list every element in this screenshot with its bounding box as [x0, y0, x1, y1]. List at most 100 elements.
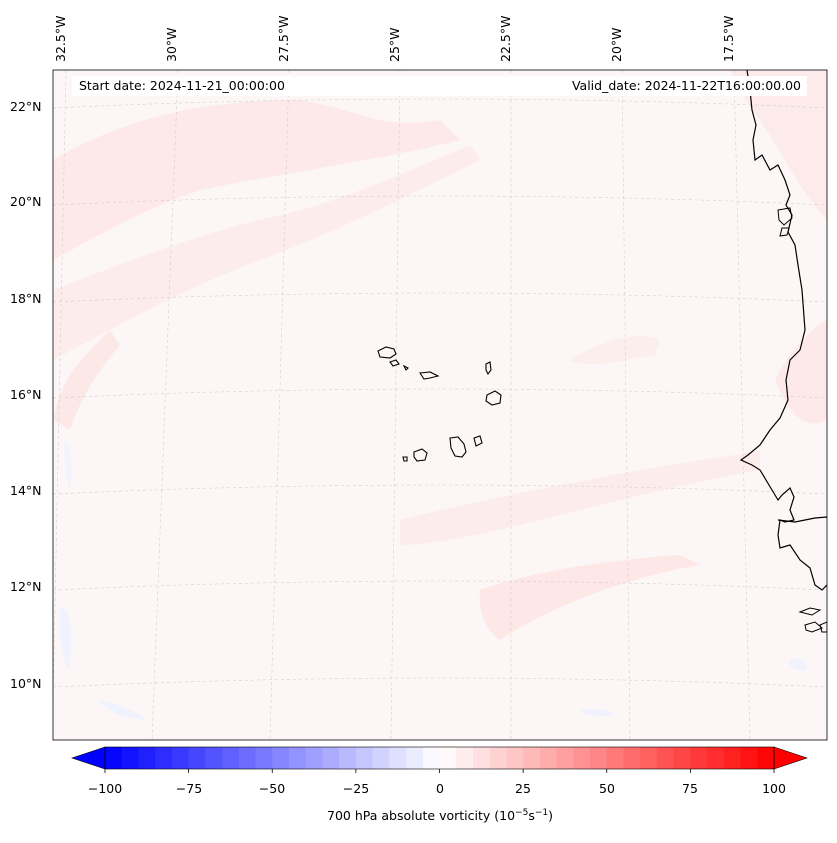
colorbar-segment [623, 747, 641, 769]
colorbar-extend-max [773, 746, 808, 770]
colorbar-segment [205, 747, 223, 769]
colorbar-tick: 0 [436, 781, 444, 796]
colorbar-segment [757, 747, 775, 769]
island-santiago [449, 436, 467, 458]
african-coastline [777, 207, 793, 237]
colorbar-segment [539, 747, 558, 769]
colorbar [71, 746, 808, 773]
colorbar-label-text: 700 hPa absolute vorticity (10 [326, 808, 516, 824]
colorbar-segment [305, 747, 323, 769]
colorbar-segment [406, 747, 424, 769]
lon-label: 32.5°W [53, 15, 68, 62]
colorbar-tick: −25 [342, 781, 370, 796]
header-strip [72, 76, 807, 96]
lon-label: 17.5°W [721, 15, 736, 62]
island-fogo [413, 448, 428, 462]
map-frame [52, 69, 828, 741]
vorticity-band [479, 555, 700, 640]
colorbar-segment [690, 747, 708, 769]
colorbar-segment [489, 747, 507, 769]
vorticity-band [730, 70, 827, 220]
lat-label: 20°N [10, 194, 42, 209]
colorbar-segment [138, 747, 156, 769]
colorbar-segment [573, 747, 591, 769]
colorbar-segment [322, 747, 340, 769]
colorbar-segment [590, 747, 608, 769]
vorticity-band [400, 450, 760, 545]
valid-date-label: Valid_date: 2024-11-22T16:00:00.00 [571, 78, 801, 93]
colorbar-label-unit: s [528, 808, 535, 824]
lon-label: 30°W [164, 27, 179, 62]
colorbar-segment [422, 747, 441, 769]
island-sal [485, 361, 492, 376]
colorbar-segment [656, 747, 675, 769]
colorbar-segment [121, 747, 139, 769]
lat-label: 12°N [10, 579, 42, 594]
colorbar-segment [556, 747, 574, 769]
faint-blue-patch [100, 700, 145, 720]
colorbar-tick: −50 [258, 781, 286, 796]
colorbar-segment [472, 747, 491, 769]
colorbar-segment [372, 747, 390, 769]
faint-blue-patch [789, 658, 807, 671]
colorbar-segment [456, 747, 474, 769]
vorticity-band [53, 145, 480, 360]
colorbar-segment [389, 747, 407, 769]
lat-label: 22°N [10, 99, 42, 114]
island-maio [473, 435, 483, 447]
colorbar-segment [288, 747, 307, 769]
colorbar-segment [606, 747, 624, 769]
faint-blue-patch [580, 709, 615, 716]
start-date-label: Start date: 2024-11-21_00:00:00 [79, 78, 285, 93]
lat-label: 14°N [10, 483, 42, 498]
lon-label: 22.5°W [498, 15, 513, 62]
colorbar-tick: 100 [762, 781, 786, 796]
faint-blue-patch [64, 440, 73, 490]
lon-label: 25°W [387, 27, 402, 62]
colorbar-segment [740, 747, 758, 769]
african-coastline [777, 516, 827, 523]
colorbar-tick: 50 [599, 781, 615, 796]
island-sao-vicente [389, 359, 400, 367]
colorbar-segment [238, 747, 257, 769]
colorbar-extend-min [71, 746, 106, 770]
colorbar-label-exponent: −5 [515, 808, 529, 818]
lon-label: 20°W [609, 27, 624, 62]
colorbar-tick: −100 [87, 781, 123, 796]
graticule [53, 70, 827, 740]
vorticity-band [53, 100, 460, 260]
colorbar-segment [188, 747, 206, 769]
lon-label: 27.5°W [276, 15, 291, 62]
island-brava [402, 456, 408, 462]
colorbar-segment [439, 747, 457, 769]
lat-label: 16°N [10, 387, 42, 402]
colorbar-segment [272, 747, 290, 769]
island-santa-luzia [402, 364, 409, 371]
island-sao-nicolau [419, 371, 440, 380]
colorbar-label-close: ) [548, 808, 554, 824]
vorticity-band [53, 330, 120, 430]
colorbar-label-exponent: −1 [534, 808, 549, 818]
colorbar-segment [105, 747, 123, 769]
colorbar-segment [222, 747, 240, 769]
colorbar-segment [255, 747, 273, 769]
colorbar-segment [523, 747, 541, 769]
african-coastline [739, 70, 827, 591]
cape-verde-islands [377, 346, 502, 462]
african-coastline [798, 607, 827, 633]
colorbar-tick: 75 [682, 781, 698, 796]
colorbar-tick: −75 [175, 781, 203, 796]
colorbar-segment [171, 747, 190, 769]
colorbar-segment [707, 747, 725, 769]
faint-blue-patch [59, 608, 72, 670]
colorbar-segment [155, 747, 173, 769]
lat-label: 10°N [10, 676, 42, 691]
vorticity-band [570, 336, 660, 365]
colorbar-segment [673, 747, 691, 769]
colorbar-segment [723, 747, 742, 769]
lat-label: 18°N [10, 291, 42, 306]
colorbar-tick: 25 [515, 781, 531, 796]
colorbar-segment [339, 747, 357, 769]
